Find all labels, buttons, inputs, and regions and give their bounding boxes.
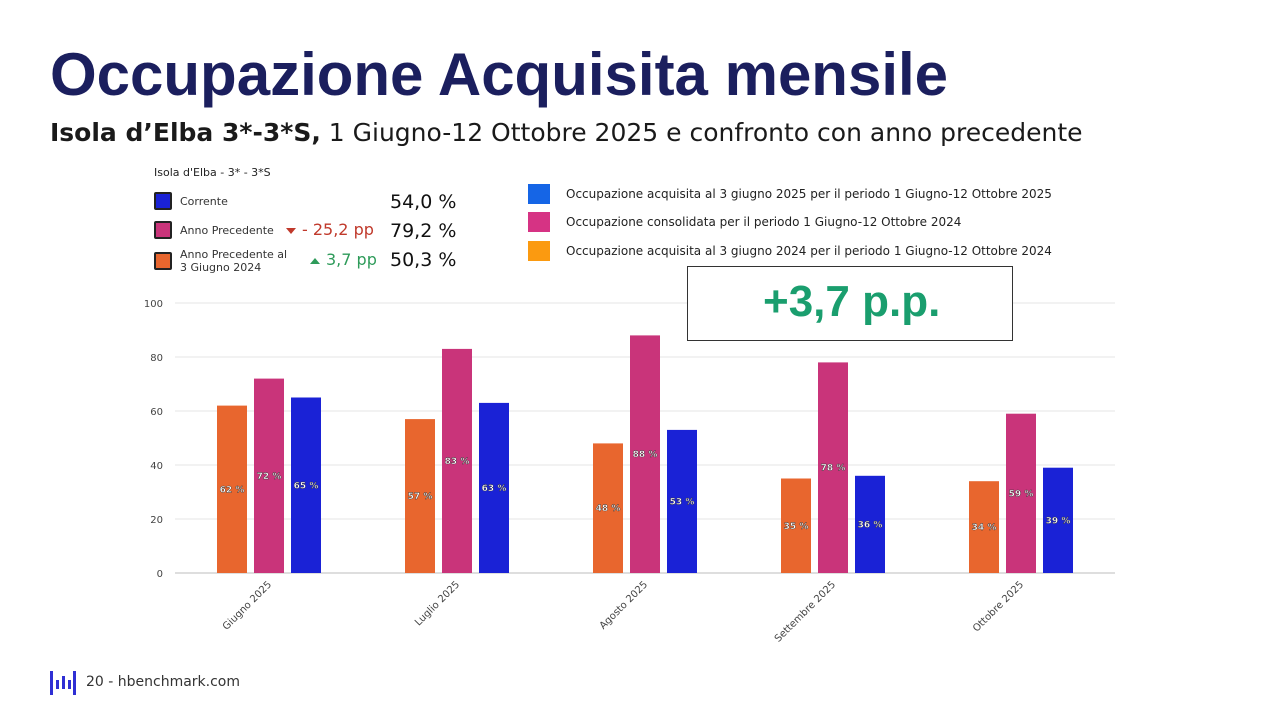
bar — [781, 478, 811, 573]
bar — [593, 443, 623, 573]
bar — [405, 419, 435, 573]
x-tick-label: Agosto 2025 — [598, 579, 650, 631]
kpi-label: Anno Precedente — [180, 224, 274, 237]
bar — [969, 481, 999, 573]
bar — [442, 348, 472, 573]
kpi-value: 79,2 % — [390, 220, 457, 242]
kpi-delta-text: - 25,2 pp — [302, 220, 374, 239]
data-label: 34 % — [972, 523, 997, 533]
bar — [630, 335, 660, 573]
legend-label: Occupazione consolidata per il periodo 1… — [566, 215, 962, 229]
data-label: 78 % — [821, 464, 846, 474]
triangle-up-icon — [310, 257, 320, 264]
kpi-delta-text: 3,7 pp — [326, 250, 377, 269]
bar — [291, 397, 321, 573]
callout-text: +3,7 p.p. — [763, 277, 941, 326]
data-label: 57 % — [408, 492, 433, 502]
bar — [1043, 467, 1073, 573]
y-tick-label: 40 — [150, 461, 163, 472]
x-tick-label: Luglio 2025 — [413, 579, 462, 628]
data-label: 83 % — [445, 457, 470, 467]
data-label: 62 % — [220, 485, 245, 495]
y-tick-label: 100 — [144, 299, 163, 310]
kpi-label: Anno Precedente al 3 Giugno 2024 — [180, 248, 287, 274]
callout-box: +3,7 p.p. — [687, 266, 1013, 341]
kpi-swatch-corrente — [154, 192, 172, 210]
data-label: 39 % — [1046, 516, 1071, 526]
data-label: 72 % — [257, 472, 282, 482]
x-tick-label: Settembre 2025 — [773, 579, 838, 644]
kpi-swatch-anno-precedente-3-giugno — [154, 252, 172, 270]
y-tick-label: 80 — [150, 353, 163, 364]
kpi-delta-up: 3,7 pp — [310, 250, 377, 269]
x-tick-label: Giugno 2025 — [221, 579, 274, 632]
legend-swatch — [528, 184, 550, 204]
kpi-delta-down: - 25,2 pp — [286, 220, 374, 239]
data-label: 65 % — [294, 481, 319, 491]
legend-label: Occupazione acquisita al 3 giugno 2024 p… — [566, 244, 1052, 258]
bar — [855, 475, 885, 573]
legend-swatch — [528, 212, 550, 232]
data-label: 63 % — [482, 484, 507, 494]
kpi-label-line2: 3 Giugno 2024 — [180, 261, 262, 274]
data-label: 53 % — [670, 497, 695, 507]
data-label: 36 % — [858, 520, 883, 530]
kpi-label: Corrente — [180, 195, 228, 208]
legend-label: Occupazione acquisita al 3 giugno 2025 p… — [566, 187, 1052, 201]
triangle-down-icon — [286, 227, 296, 234]
y-tick-label: 0 — [157, 569, 163, 580]
x-tick-label: Ottobre 2025 — [971, 579, 1026, 634]
kpi-swatch-anno-precedente — [154, 221, 172, 239]
bar — [254, 378, 284, 573]
subtitle-period: 1 Giugno-12 Ottobre 2025 e confronto con… — [320, 118, 1083, 147]
bar — [217, 405, 247, 573]
legend-swatch — [528, 241, 550, 261]
bar-chart: 0 20 40 60 80 100 62 % 72 % 65 % Giugno 2025 57 % 8… — [144, 299, 1115, 645]
bar — [667, 429, 697, 573]
subtitle-location: Isola d’Elba 3*-3*S, — [50, 118, 321, 147]
data-label: 88 % — [633, 450, 658, 460]
bar — [818, 362, 848, 573]
data-label: 59 % — [1009, 489, 1034, 499]
kpi-value: 50,3 % — [390, 249, 457, 271]
data-label: 48 % — [596, 504, 621, 514]
y-tick-label: 20 — [150, 515, 163, 526]
kpi-value: 54,0 % — [390, 191, 457, 213]
footer-text: 20 - hbenchmark.com — [86, 674, 241, 690]
bar — [1006, 413, 1036, 573]
kpi-title: Isola d'Elba - 3* - 3*S — [154, 166, 271, 179]
y-tick-label: 60 — [150, 407, 163, 418]
data-label: 35 % — [784, 522, 809, 532]
bar — [479, 402, 509, 573]
page-title: Occupazione Acquisita mensile — [50, 41, 949, 108]
page-subtitle: Isola d’Elba 3*-3*S, 1 Giugno-12 Ottobre… — [50, 118, 1083, 147]
hbenchmark-logo-icon — [50, 671, 76, 695]
kpi-label-line1: Anno Precedente al — [180, 248, 288, 261]
